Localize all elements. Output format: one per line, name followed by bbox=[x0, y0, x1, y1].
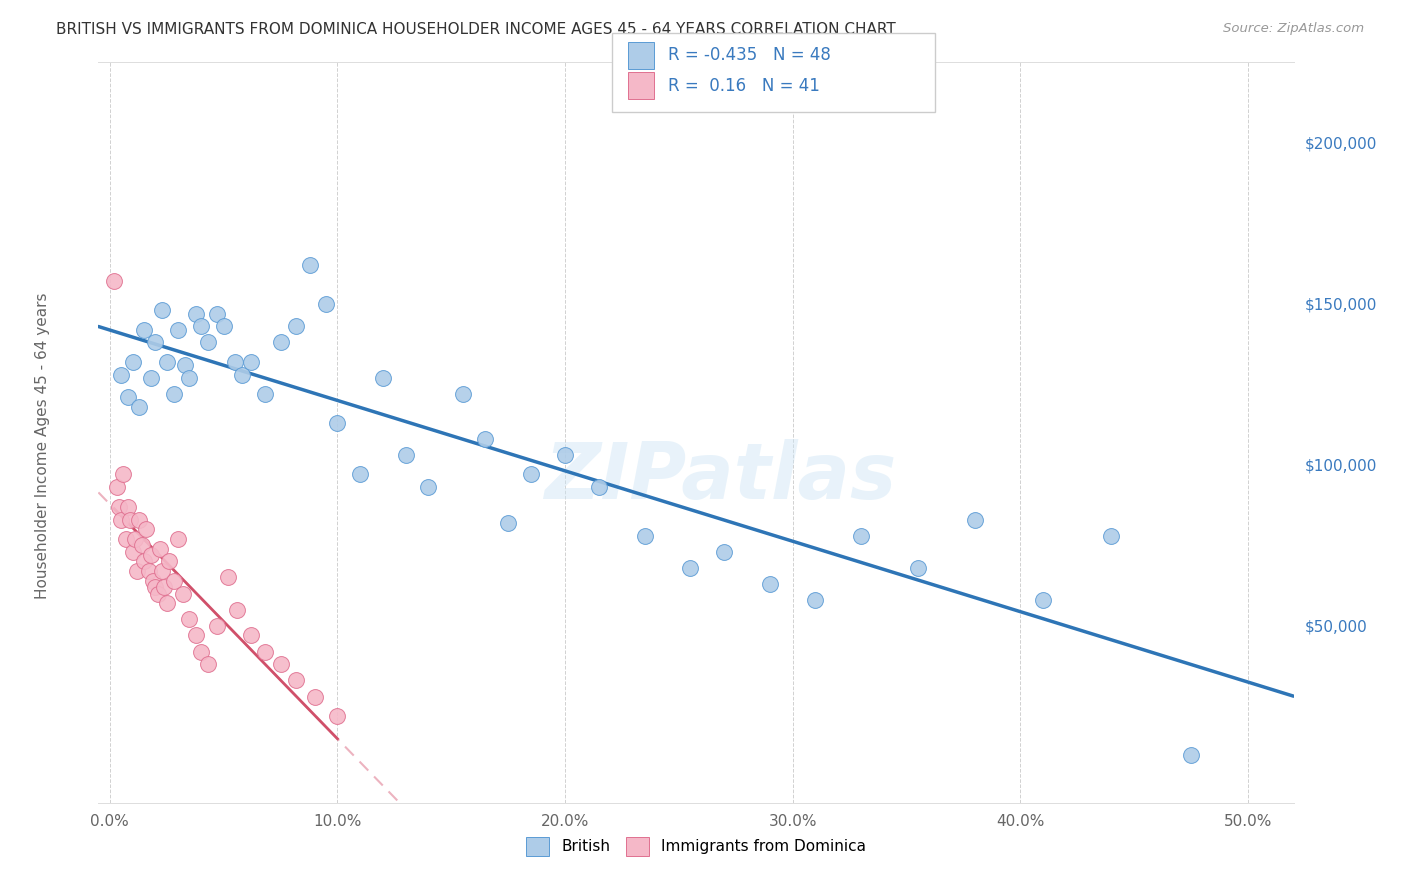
Point bbox=[128, 400, 150, 414]
Point bbox=[474, 432, 496, 446]
Text: R = -0.435   N = 48: R = -0.435 N = 48 bbox=[668, 46, 831, 64]
Text: R =  0.16   N = 41: R = 0.16 N = 41 bbox=[668, 77, 820, 95]
Point bbox=[143, 580, 166, 594]
Point bbox=[114, 532, 136, 546]
Text: Householder Income Ages 45 - 64 years: Householder Income Ages 45 - 64 years bbox=[35, 293, 49, 599]
Point bbox=[186, 306, 208, 320]
Point bbox=[108, 500, 131, 514]
Point bbox=[588, 480, 610, 494]
Point bbox=[157, 554, 180, 568]
Point bbox=[179, 612, 201, 626]
Point bbox=[1180, 747, 1202, 762]
Point bbox=[139, 548, 162, 562]
Point bbox=[253, 387, 276, 401]
Point bbox=[103, 274, 125, 288]
Legend: British, Immigrants from Dominica: British, Immigrants from Dominica bbox=[520, 831, 872, 862]
Point bbox=[128, 512, 150, 526]
Point bbox=[496, 516, 519, 530]
Point bbox=[124, 532, 146, 546]
Point bbox=[205, 619, 228, 633]
Point bbox=[149, 541, 172, 556]
Point bbox=[150, 303, 173, 318]
Point bbox=[326, 416, 349, 430]
Point bbox=[759, 577, 782, 591]
Text: Source: ZipAtlas.com: Source: ZipAtlas.com bbox=[1223, 22, 1364, 36]
Point bbox=[231, 368, 253, 382]
Point bbox=[135, 522, 157, 536]
Point bbox=[132, 323, 155, 337]
Point bbox=[634, 528, 657, 542]
Point bbox=[121, 355, 143, 369]
Point bbox=[139, 371, 162, 385]
Point bbox=[371, 371, 394, 385]
Point bbox=[326, 709, 349, 723]
Point bbox=[205, 306, 228, 320]
Point bbox=[285, 319, 308, 334]
Point bbox=[120, 512, 142, 526]
Point bbox=[172, 586, 194, 600]
Point bbox=[1099, 528, 1122, 542]
Point bbox=[239, 355, 262, 369]
Point bbox=[907, 561, 929, 575]
Text: BRITISH VS IMMIGRANTS FROM DOMINICA HOUSEHOLDER INCOME AGES 45 - 64 YEARS CORREL: BRITISH VS IMMIGRANTS FROM DOMINICA HOUS… bbox=[56, 22, 896, 37]
Point bbox=[153, 580, 176, 594]
Point bbox=[197, 657, 219, 672]
Point bbox=[112, 467, 135, 482]
Point bbox=[418, 480, 440, 494]
Point bbox=[156, 596, 179, 610]
Point bbox=[190, 644, 212, 658]
Point bbox=[315, 297, 337, 311]
Point bbox=[804, 593, 827, 607]
Point bbox=[299, 258, 322, 272]
Point bbox=[190, 319, 212, 334]
Point bbox=[138, 564, 160, 578]
Point bbox=[110, 512, 132, 526]
Point bbox=[131, 538, 153, 552]
Point bbox=[1032, 593, 1054, 607]
Point bbox=[304, 690, 326, 704]
Point bbox=[679, 561, 702, 575]
Point bbox=[127, 564, 149, 578]
Point bbox=[174, 358, 197, 372]
Point bbox=[162, 574, 184, 588]
Point bbox=[713, 545, 735, 559]
Point bbox=[239, 628, 262, 642]
Point bbox=[143, 335, 166, 350]
Point bbox=[217, 570, 239, 584]
Point bbox=[270, 335, 292, 350]
Point bbox=[226, 602, 249, 616]
Point bbox=[117, 390, 139, 404]
Point bbox=[197, 335, 219, 350]
Point bbox=[212, 319, 235, 334]
Point bbox=[253, 644, 276, 658]
Point bbox=[110, 368, 132, 382]
Point bbox=[117, 500, 139, 514]
Point bbox=[451, 387, 474, 401]
Point bbox=[849, 528, 872, 542]
Point bbox=[121, 545, 143, 559]
Point bbox=[224, 355, 246, 369]
Point bbox=[285, 673, 308, 688]
Point bbox=[963, 512, 986, 526]
Point bbox=[132, 554, 155, 568]
Point bbox=[162, 387, 184, 401]
Text: ZIPatlas: ZIPatlas bbox=[544, 439, 896, 515]
Point bbox=[520, 467, 543, 482]
Point bbox=[150, 564, 173, 578]
Point bbox=[179, 371, 201, 385]
Point bbox=[142, 574, 165, 588]
Point bbox=[186, 628, 208, 642]
Point bbox=[146, 586, 169, 600]
Point bbox=[167, 323, 190, 337]
Point bbox=[395, 448, 418, 462]
Point bbox=[105, 480, 128, 494]
Point bbox=[167, 532, 190, 546]
Point bbox=[156, 355, 179, 369]
Point bbox=[554, 448, 576, 462]
Point bbox=[349, 467, 371, 482]
Point bbox=[270, 657, 292, 672]
